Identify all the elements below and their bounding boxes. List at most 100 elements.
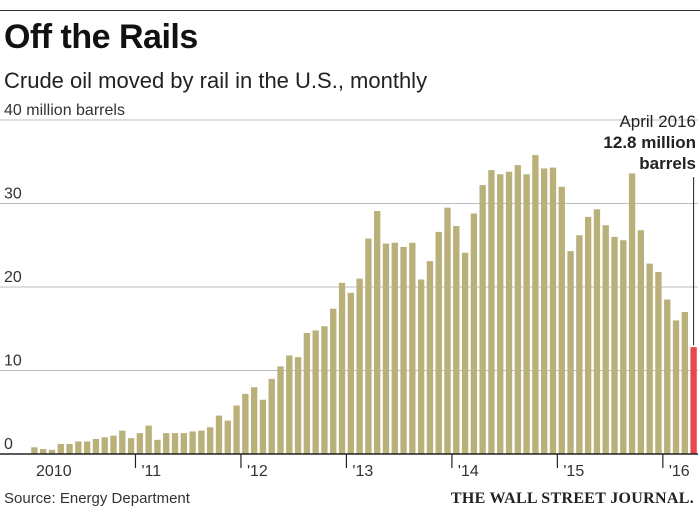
- bar: [461, 252, 469, 454]
- bar: [611, 236, 618, 454]
- bar: [321, 326, 328, 454]
- bar: [567, 251, 574, 454]
- y-tick-label: 20: [4, 269, 22, 286]
- bar-chart: 2010 '11 '12 '13 '14 '15 '16 0 10 20 30 40 millio…: [0, 102, 698, 480]
- bar: [83, 441, 91, 454]
- bars: [31, 155, 697, 455]
- bar: [532, 155, 539, 454]
- bar: [180, 433, 187, 455]
- chart-subtitle: Crude oil moved by rail in the U.S., mon…: [4, 68, 428, 93]
- source-note: Source: Energy Department: [4, 490, 190, 507]
- bar: [259, 399, 267, 454]
- bar: [453, 226, 460, 454]
- bar-highlight: [690, 347, 697, 454]
- bar: [444, 207, 451, 454]
- x-tick-label: '13: [352, 463, 373, 480]
- bar: [584, 216, 592, 454]
- bar: [435, 231, 442, 454]
- bar: [672, 320, 680, 454]
- bar: [593, 209, 601, 454]
- y-tick-label: 10: [4, 353, 22, 370]
- bar: [312, 330, 319, 454]
- bar: [558, 186, 565, 455]
- bar: [136, 433, 144, 455]
- bar: [681, 312, 688, 454]
- bar: [189, 431, 196, 454]
- x-tick-label: '14: [458, 463, 479, 480]
- bar: [628, 173, 636, 454]
- bar: [541, 168, 548, 454]
- bar: [655, 271, 662, 454]
- annotation-unit: barrels: [639, 154, 696, 173]
- x-tick-label: '11: [141, 463, 161, 480]
- bar: [497, 174, 504, 454]
- bar: [119, 430, 126, 454]
- bar: [40, 448, 47, 454]
- bar: [127, 438, 135, 454]
- top-rule: [0, 10, 700, 11]
- bar: [637, 230, 645, 454]
- bar: [664, 299, 671, 454]
- bar: [48, 449, 56, 454]
- bar: [66, 443, 73, 454]
- bar: [163, 433, 170, 455]
- x-tick-label: 2010: [36, 463, 72, 480]
- bar: [602, 225, 609, 454]
- bar: [549, 167, 557, 454]
- bar: [268, 378, 275, 454]
- bar: [294, 357, 302, 454]
- bar: [171, 433, 179, 455]
- x-tick-label: '12: [247, 463, 268, 480]
- bar: [365, 238, 372, 454]
- bar: [391, 242, 398, 454]
- x-tick-label: '16: [669, 463, 690, 480]
- bar: [101, 437, 108, 454]
- bar: [57, 443, 64, 454]
- bar: [620, 240, 627, 454]
- bar: [242, 393, 249, 454]
- publisher-logo: THE WALL STREET JOURNAL.: [450, 490, 694, 507]
- bar: [198, 430, 205, 454]
- x-tick-label: '15: [563, 463, 584, 480]
- bar: [31, 447, 38, 454]
- bar: [426, 261, 434, 454]
- bar: [233, 405, 240, 454]
- annotation-value: 12.8 million: [603, 133, 696, 152]
- bar: [514, 165, 521, 454]
- y-axis-labels: 0 10 20 30: [4, 186, 22, 454]
- bar: [417, 279, 425, 454]
- bar: [646, 263, 653, 454]
- bar: [523, 174, 530, 454]
- bar: [303, 332, 311, 454]
- bar: [382, 243, 390, 454]
- bar: [207, 427, 214, 454]
- bar: [277, 366, 284, 454]
- bar: [286, 355, 293, 454]
- chart-title: Off the Rails: [4, 18, 198, 56]
- bar: [400, 246, 407, 454]
- y-axis-unit-label: 40 million barrels: [4, 102, 125, 119]
- bar: [356, 278, 363, 454]
- bar: [154, 439, 161, 454]
- bar: [338, 282, 346, 454]
- bar: [576, 235, 583, 454]
- annotation: April 2016 12.8 million barrels: [603, 112, 696, 346]
- bar: [250, 387, 258, 454]
- y-tick-label: 0: [4, 436, 13, 453]
- bar: [145, 425, 152, 454]
- bar: [110, 435, 117, 454]
- bar: [409, 242, 416, 454]
- y-tick-label: 30: [4, 186, 22, 203]
- annotation-date: April 2016: [619, 112, 696, 131]
- bar: [374, 211, 381, 454]
- bar: [505, 171, 513, 454]
- bar: [488, 170, 495, 454]
- bar: [92, 438, 100, 454]
- x-axis-ticks: 2010 '11 '12 '13 '14 '15 '16: [36, 454, 690, 480]
- bar: [75, 441, 82, 454]
- bar: [215, 415, 223, 454]
- bar: [347, 292, 354, 454]
- bar: [224, 420, 231, 454]
- bar: [470, 213, 478, 454]
- bar: [330, 308, 337, 454]
